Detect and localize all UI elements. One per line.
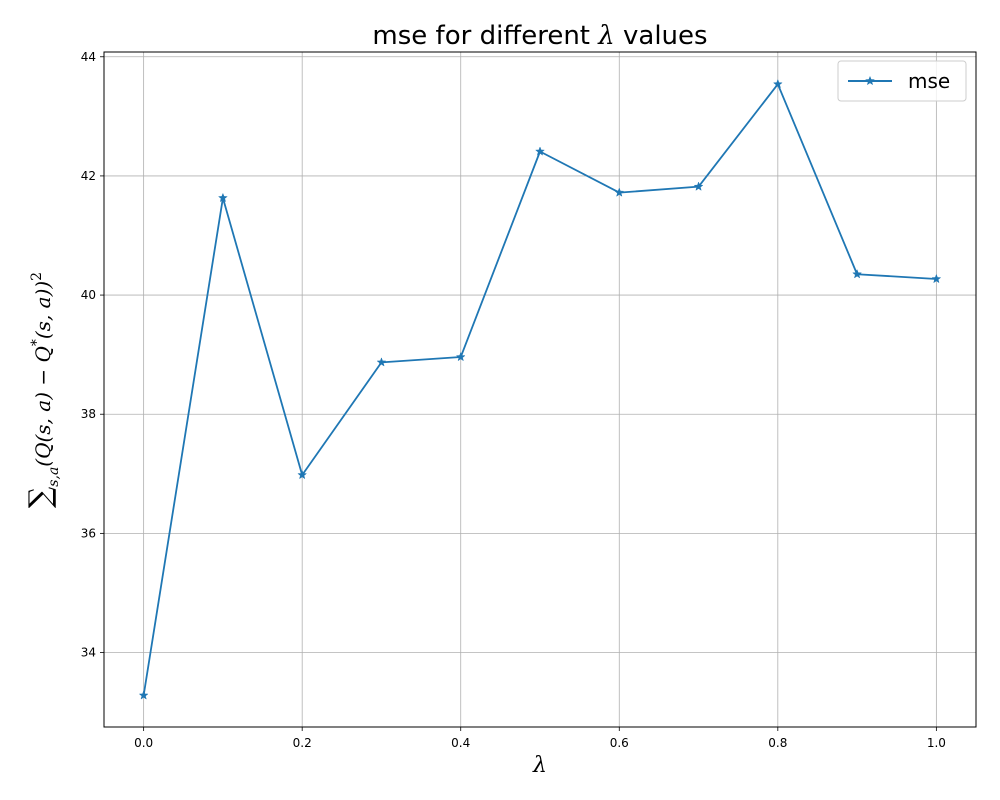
y-tick-label: 34 (81, 646, 96, 660)
data-point-star (138, 690, 149, 700)
x-tick-label: 0.8 (768, 736, 787, 750)
data-point-star (931, 273, 942, 284)
data-point-star (455, 351, 466, 362)
x-tick-label: 1.0 (927, 736, 946, 750)
chart-title: mse for different λ values (372, 21, 707, 51)
data-point-star (297, 469, 308, 480)
ylabel-sub: s,a (46, 467, 62, 487)
legend-box (837, 60, 967, 102)
data-point-star (614, 187, 625, 197)
y-tick-label: 40 (81, 288, 96, 302)
ylabel-pow: 2 (29, 272, 45, 281)
y-tick-label: 44 (81, 50, 96, 64)
ylabel-sum: ∑ (23, 486, 58, 508)
legend: mse (837, 60, 967, 102)
ylabel-star: * (29, 339, 45, 346)
legend-marker (865, 75, 875, 86)
ylabel-tail: (s, a)) (31, 281, 55, 339)
x-tick-label: 0.6 (610, 736, 629, 750)
ylabel-body: (Q(s, a) − Q (31, 346, 55, 467)
grid (104, 52, 976, 727)
y-tick-label: 36 (81, 526, 96, 540)
x-tick-label: 0.4 (451, 736, 470, 750)
y-tick-label: 42 (81, 169, 96, 183)
data-point-star (535, 146, 545, 156)
y-tick-label: 38 (81, 407, 96, 421)
data-point-star (217, 192, 228, 203)
title-lambda: λ (597, 21, 614, 51)
y-axis-label: ∑s,a(Q(s, a) − Q*(s, a))2 (23, 272, 62, 508)
data-point-star (376, 357, 387, 367)
svg-text:∑s,a(Q(s, a) − Q*(s, a))2: ∑s,a(Q(s, a) − Q*(s, a))2 (23, 272, 62, 508)
data-point-star (693, 181, 704, 191)
ticks: 0.0 0.2 0.4 0.6 0.8 1.0 34 36 38 40 42 44 (81, 50, 946, 750)
x-tick-label: 0.2 (293, 736, 312, 750)
plot-frame (103, 51, 977, 728)
data-point-star (852, 269, 863, 279)
x-tick-label: 0.0 (134, 736, 153, 750)
data-point-star (772, 78, 783, 89)
series (138, 78, 942, 700)
legend-label: mse (908, 69, 950, 93)
x-axis-label: λ (532, 753, 547, 778)
